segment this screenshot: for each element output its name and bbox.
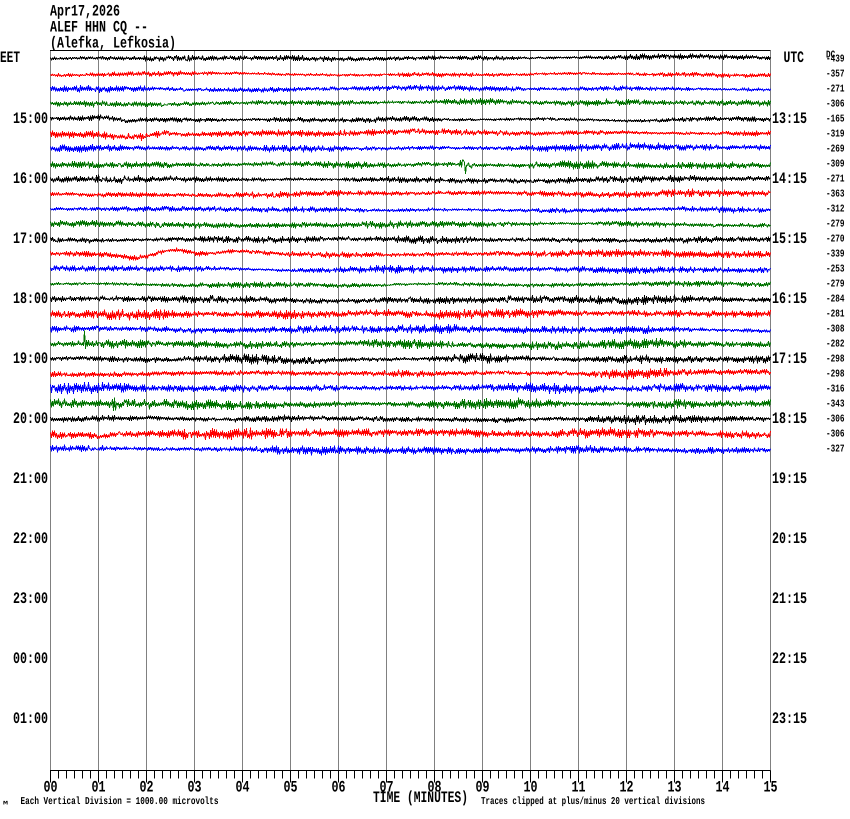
svg-text:-306: -306 bbox=[826, 414, 845, 426]
svg-text:15:00: 15:00 bbox=[13, 110, 48, 128]
svg-text:14:15: 14:15 bbox=[772, 170, 807, 188]
svg-text:01: 01 bbox=[92, 779, 106, 797]
svg-text:Each Vertical Division = 1000.: Each Vertical Division = 1000.00 microvo… bbox=[21, 796, 219, 808]
svg-text:10: 10 bbox=[524, 779, 538, 797]
svg-text:-281: -281 bbox=[826, 309, 845, 321]
svg-text:-282: -282 bbox=[826, 339, 845, 351]
svg-text:-306: -306 bbox=[826, 429, 845, 441]
svg-text:-279: -279 bbox=[826, 279, 845, 291]
svg-text:22:00: 22:00 bbox=[13, 530, 48, 548]
svg-text:-298: -298 bbox=[826, 354, 845, 366]
svg-text:-270: -270 bbox=[826, 234, 845, 246]
svg-text:04: 04 bbox=[236, 779, 250, 797]
svg-text:17:00: 17:00 bbox=[13, 230, 48, 248]
svg-text:13:15: 13:15 bbox=[772, 110, 807, 128]
svg-text:UTC: UTC bbox=[784, 49, 805, 67]
svg-text:02: 02 bbox=[140, 779, 154, 797]
svg-text:-327: -327 bbox=[826, 444, 845, 456]
svg-text:-319: -319 bbox=[826, 129, 845, 141]
svg-text:17:15: 17:15 bbox=[772, 350, 807, 368]
svg-text:TIME (MINUTES): TIME (MINUTES) bbox=[373, 789, 468, 807]
svg-text:09: 09 bbox=[476, 779, 490, 797]
svg-text:-309: -309 bbox=[826, 159, 845, 171]
svg-text:-298: -298 bbox=[826, 369, 845, 381]
svg-text:16:15: 16:15 bbox=[772, 290, 807, 308]
svg-text:05: 05 bbox=[284, 779, 298, 797]
svg-text:20:15: 20:15 bbox=[772, 530, 807, 548]
svg-text:01:00: 01:00 bbox=[13, 710, 48, 728]
svg-text:-284: -284 bbox=[826, 294, 845, 306]
svg-text:-165: -165 bbox=[826, 114, 845, 126]
svg-text:-279: -279 bbox=[826, 219, 845, 231]
svg-text:23:15: 23:15 bbox=[772, 710, 807, 728]
svg-text:18:00: 18:00 bbox=[13, 290, 48, 308]
svg-text:M: M bbox=[3, 800, 9, 807]
svg-text:06: 06 bbox=[332, 779, 346, 797]
svg-text:15:15: 15:15 bbox=[772, 230, 807, 248]
svg-text:22:15: 22:15 bbox=[772, 650, 807, 668]
svg-text:00: 00 bbox=[44, 779, 58, 797]
svg-text:-308: -308 bbox=[826, 324, 845, 336]
svg-text:23:00: 23:00 bbox=[13, 590, 48, 608]
svg-text:19:15: 19:15 bbox=[772, 470, 807, 488]
svg-text:-306: -306 bbox=[826, 99, 845, 111]
svg-text:18:15: 18:15 bbox=[772, 410, 807, 428]
svg-text:-316: -316 bbox=[826, 384, 845, 396]
svg-text:13: 13 bbox=[668, 779, 682, 797]
svg-text:16:00: 16:00 bbox=[13, 170, 48, 188]
svg-text:07: 07 bbox=[380, 779, 394, 797]
svg-text:Traces clipped at plus/minus 2: Traces clipped at plus/minus 20 vertical… bbox=[481, 796, 705, 808]
svg-text:19:00: 19:00 bbox=[13, 350, 48, 368]
svg-text:-271: -271 bbox=[826, 174, 845, 186]
svg-text:-253: -253 bbox=[826, 264, 845, 276]
svg-text:-271: -271 bbox=[826, 84, 845, 96]
svg-text:DC: DC bbox=[826, 49, 836, 61]
svg-text:21:15: 21:15 bbox=[772, 590, 807, 608]
svg-text:-339: -339 bbox=[826, 249, 845, 261]
svg-text:14: 14 bbox=[716, 779, 730, 797]
svg-text:-312: -312 bbox=[826, 204, 845, 216]
svg-text:-269: -269 bbox=[826, 144, 845, 156]
svg-text:EET: EET bbox=[0, 49, 20, 67]
svg-text:00:00: 00:00 bbox=[13, 650, 48, 668]
svg-text:12: 12 bbox=[620, 779, 634, 797]
svg-text:03: 03 bbox=[188, 779, 202, 797]
svg-text:(Alefka, Lefkosia): (Alefka, Lefkosia) bbox=[50, 35, 176, 53]
svg-text:-439: -439 bbox=[826, 54, 845, 66]
svg-text:11: 11 bbox=[572, 779, 586, 797]
svg-text:-357: -357 bbox=[826, 69, 845, 81]
svg-text:-343: -343 bbox=[826, 399, 845, 411]
svg-text:21:00: 21:00 bbox=[13, 470, 48, 488]
svg-text:-363: -363 bbox=[826, 189, 845, 201]
svg-text:ALEF HHN CQ --: ALEF HHN CQ -- bbox=[50, 19, 148, 37]
svg-text:20:00: 20:00 bbox=[13, 410, 48, 428]
svg-text:08: 08 bbox=[428, 779, 442, 797]
svg-text:Apr17,2026: Apr17,2026 bbox=[50, 3, 120, 21]
svg-text:15: 15 bbox=[764, 779, 778, 797]
